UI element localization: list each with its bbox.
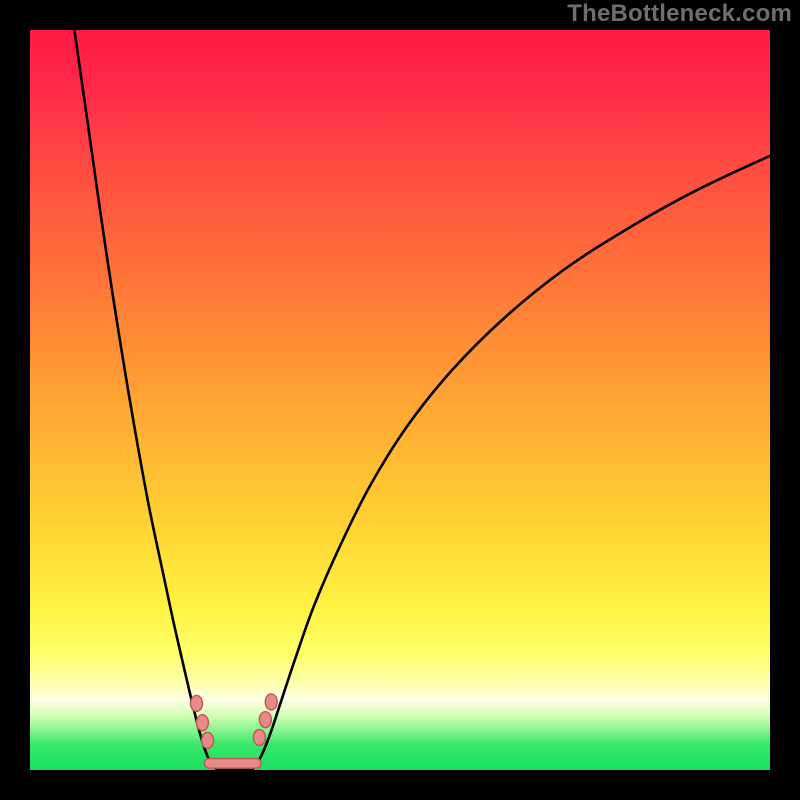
right-marker-2 xyxy=(265,694,277,710)
plot-area xyxy=(30,30,770,770)
right-marker-0 xyxy=(253,729,265,745)
left-marker-0 xyxy=(191,695,203,711)
watermark-text: TheBottleneck.com xyxy=(567,0,792,28)
floor-marker xyxy=(204,759,261,769)
bottleneck-chart xyxy=(30,30,770,770)
right-marker-1 xyxy=(259,712,271,728)
left-marker-2 xyxy=(202,732,214,748)
gradient-background xyxy=(30,30,770,770)
left-marker-1 xyxy=(196,715,208,731)
